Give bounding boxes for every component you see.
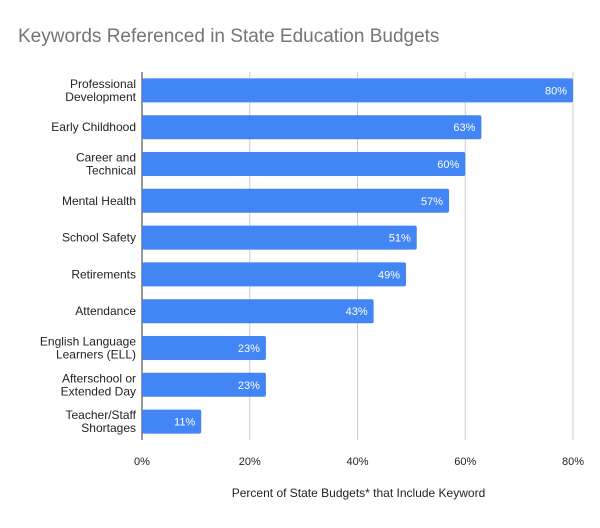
x-tick-labels: 0% 20% 40% 60% 80%	[134, 456, 584, 468]
category-label: Mental Health	[62, 194, 136, 208]
bar	[142, 152, 466, 176]
chart-title: Keywords Referenced in State Education B…	[18, 26, 440, 47]
category-label: School Safety	[62, 231, 136, 245]
bar	[142, 409, 202, 434]
data-label: 57%	[421, 196, 443, 208]
category-label: Career and Technical	[76, 151, 136, 178]
category-label: Early Childhood	[51, 120, 136, 134]
category-label: Retirements	[71, 267, 136, 281]
category-label: Afterschool or Extended Day	[61, 371, 136, 398]
data-label: 43%	[346, 306, 368, 318]
category-label: English Language Learners (ELL)	[40, 335, 136, 362]
x-tick-label: 80%	[562, 456, 584, 468]
x-tick-label: 60%	[454, 456, 476, 468]
x-axis-title: Percent of State Budgets* that Include K…	[231, 486, 486, 500]
bar	[142, 78, 573, 103]
bar	[142, 188, 450, 213]
data-label: 60%	[437, 159, 459, 171]
x-tick-label: 0%	[134, 456, 150, 468]
x-tick-label: 20%	[239, 456, 261, 468]
data-label: 51%	[389, 233, 411, 245]
category-label: Professional Development	[65, 77, 136, 104]
bar	[142, 372, 266, 397]
data-label: 80%	[545, 85, 567, 97]
bar	[142, 336, 266, 360]
bar	[142, 225, 417, 250]
data-label: 23%	[238, 380, 260, 392]
category-label: Attendance	[75, 304, 136, 318]
bar	[142, 262, 406, 287]
x-tick-label: 40%	[346, 456, 368, 468]
data-label: 23%	[238, 343, 260, 355]
bar	[142, 299, 374, 324]
bars: 80% 63% 60% 57% 51% 49% 43% 23% 23% 11%	[142, 78, 573, 434]
data-label: 11%	[174, 417, 195, 429]
data-label: 63%	[453, 122, 475, 134]
category-labels: Professional Development Early Childhood Ca…	[40, 77, 137, 435]
data-label: 49%	[378, 269, 400, 281]
category-label: Teacher/Staff Shortages	[66, 408, 137, 435]
bar	[142, 115, 482, 140]
